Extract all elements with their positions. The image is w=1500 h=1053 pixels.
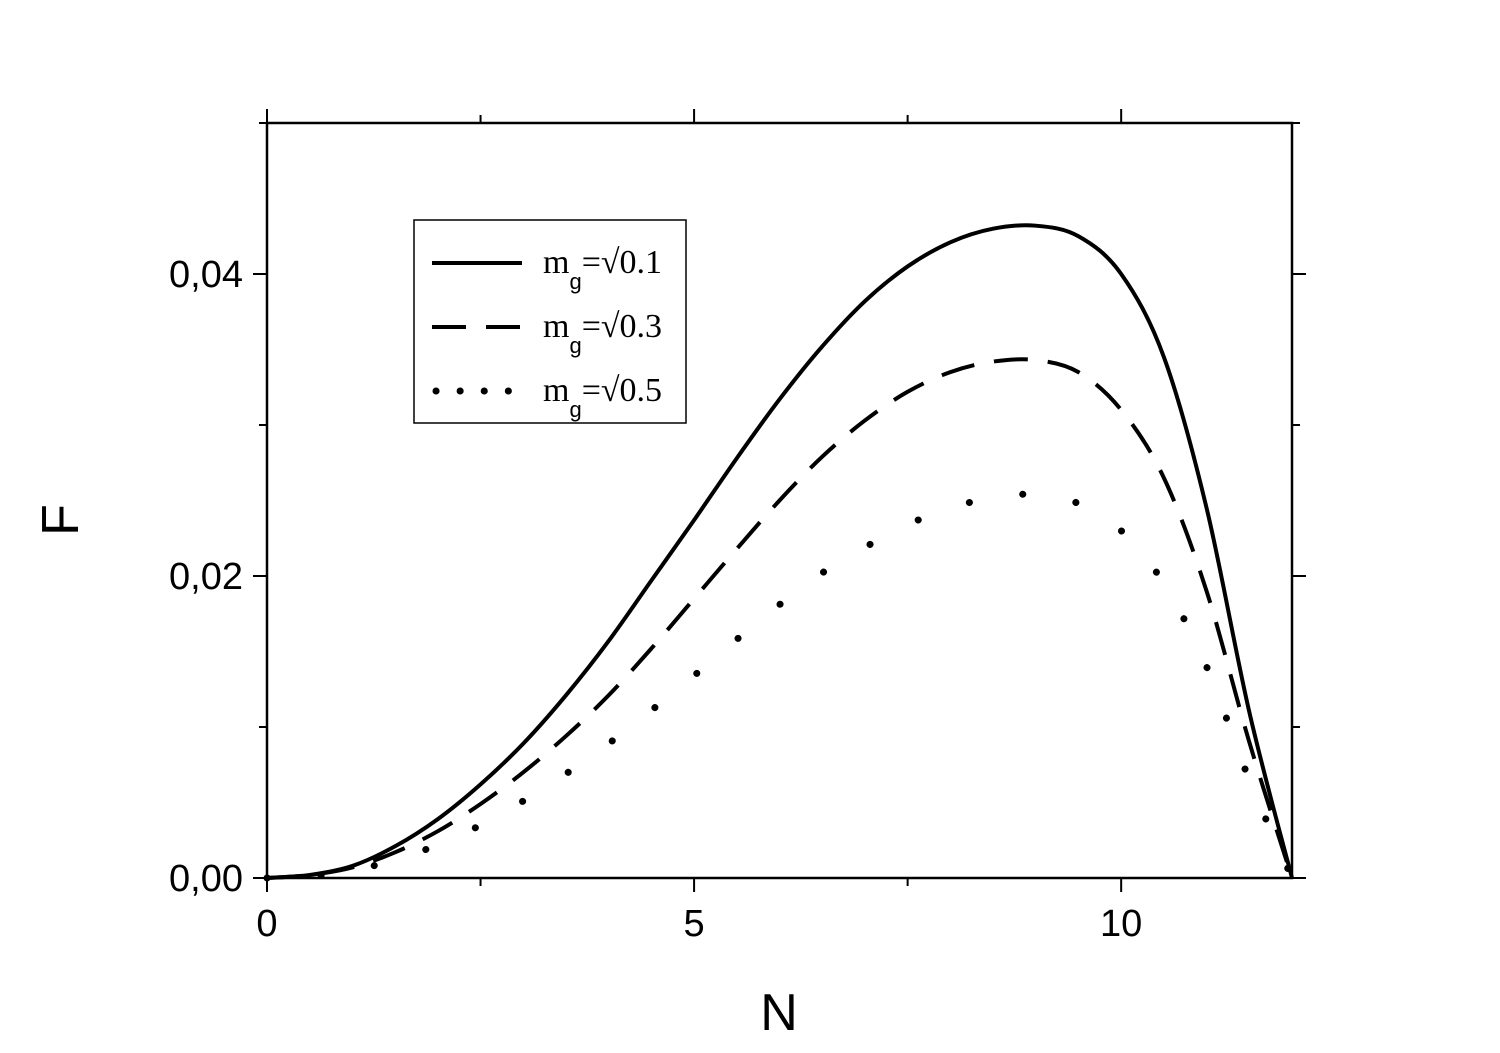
legend-label: mg=√0.5 (543, 372, 662, 422)
axis-ticks (253, 109, 1306, 892)
legend-label: mg=√0.3 (543, 308, 662, 358)
x-tick-label: 5 (684, 903, 705, 945)
y-axis-title: F (32, 504, 90, 536)
y-tick-label: 0,00 (169, 858, 243, 900)
legend-items: mg=√0.1 mg=√0.3 mg=√0.5 (432, 244, 662, 422)
x-tick-label: 0 (256, 903, 277, 945)
x-tick-label: 10 (1100, 903, 1142, 945)
series-line-dashed (266, 357, 1294, 880)
y-tick-label: 0,02 (169, 556, 243, 598)
series-line-solid (266, 223, 1294, 880)
x-axis-title: N (760, 984, 798, 1042)
legend-box (413, 219, 687, 424)
plot-frame (265, 121, 1294, 880)
series-lines (263, 223, 1296, 882)
tick-labels: 0 5 10 0,00 0,02 0,04 (169, 254, 1142, 945)
legend: mg=√0.1 mg=√0.3 mg=√0.5 (413, 219, 687, 424)
series-line-dotted (263, 490, 1296, 882)
legend-label: mg=√0.1 (543, 244, 662, 294)
y-tick-label: 0,04 (169, 254, 243, 296)
